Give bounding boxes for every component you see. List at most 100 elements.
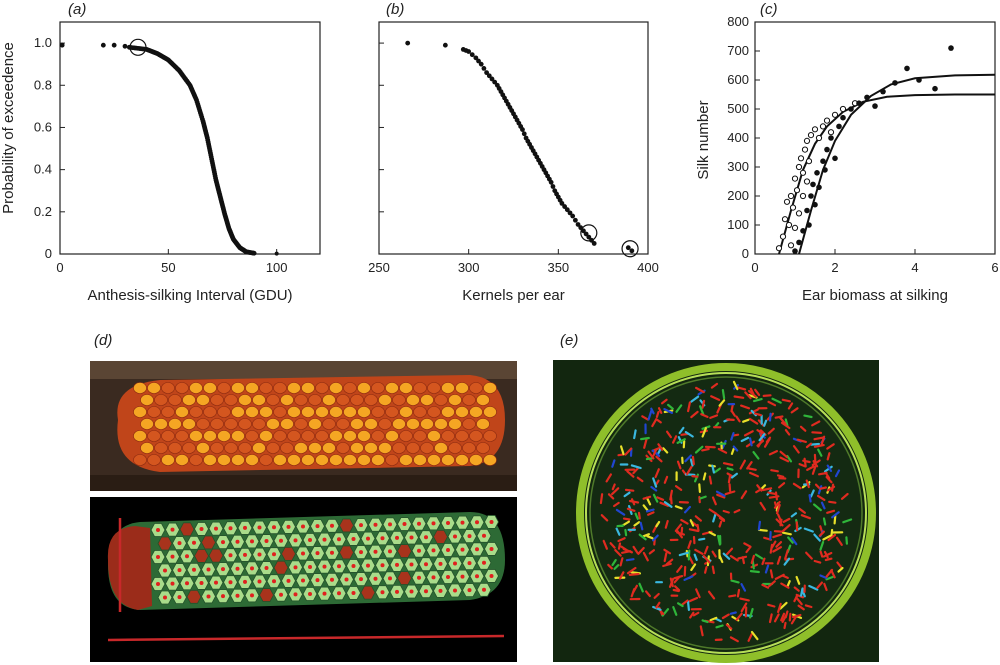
seedling: [790, 615, 798, 625]
ear-kernel: [231, 430, 245, 442]
data-point-b: [581, 228, 586, 234]
ear-kernel: [343, 430, 357, 442]
ear-kernel: [252, 442, 266, 454]
plot-frame-a: [59, 21, 321, 255]
seedling: [708, 531, 717, 537]
kernel-centroid: [467, 534, 472, 539]
seedling: [618, 571, 625, 580]
seedling: [772, 533, 783, 539]
seedling: [652, 477, 658, 488]
kernel-centroid: [373, 522, 378, 527]
kernel-centroid: [482, 533, 486, 538]
ear-kernel: [483, 430, 497, 442]
kernel-centroid: [293, 565, 298, 570]
ear-kernel: [357, 430, 371, 442]
seedling: [655, 520, 661, 528]
seedling: [811, 459, 821, 467]
highlight-circle-b: [621, 240, 639, 258]
seedling: [787, 402, 794, 410]
seedling: [845, 536, 849, 545]
seedling: [689, 611, 695, 619]
seedling: [647, 450, 655, 460]
kernel-centroid: [330, 550, 334, 555]
data-point-b: [591, 241, 597, 246]
ear-kernel: [322, 442, 336, 454]
seedling: [826, 443, 835, 450]
data-point-a: [122, 43, 128, 49]
seedling: [812, 503, 822, 512]
kernel-centroid: [272, 525, 276, 530]
seedling: [756, 484, 763, 492]
seedling: [726, 467, 734, 471]
seedling: [824, 557, 833, 562]
seedling: [798, 463, 807, 468]
seedling: [813, 559, 822, 564]
kernel-centroid: [446, 521, 450, 525]
seedling: [684, 454, 693, 463]
ear-kernel: [280, 418, 294, 430]
seedling: [674, 505, 683, 510]
seedling: [747, 633, 753, 642]
seedling: [701, 427, 708, 438]
ear-kernel: [483, 454, 497, 466]
ear-kernel: [315, 430, 329, 442]
seedling: [655, 601, 661, 609]
kernel-centroid: [250, 566, 254, 571]
seedling: [612, 501, 620, 508]
seedling: [730, 432, 735, 441]
ear-kernel: [147, 454, 161, 466]
ear-kernel: [413, 382, 427, 394]
ear-kernel: [147, 430, 161, 442]
kernel-centroid: [243, 552, 247, 557]
ear-kernel: [140, 394, 154, 406]
seedling: [718, 399, 726, 407]
ear-kernel: [427, 454, 441, 466]
kernel-centroid: [272, 552, 276, 557]
seedling: [748, 408, 759, 415]
data-point-b: [564, 207, 570, 213]
seedling: [740, 602, 748, 613]
ear-kernel: [378, 418, 392, 430]
ear-kernel: [469, 454, 483, 466]
seedling: [842, 518, 853, 524]
seedling: [659, 501, 670, 507]
ear-kernel: [448, 418, 462, 430]
ear-kernel: [196, 418, 210, 430]
seedling: [746, 461, 753, 470]
ear-kernel: [203, 454, 217, 466]
x-tick-label-c: 0: [751, 260, 758, 275]
kernel-centroid: [214, 526, 218, 531]
ear-kernel: [287, 382, 301, 394]
x-tick-label-a: 100: [266, 260, 288, 275]
seedling: [652, 493, 659, 503]
ear-kernel: [343, 382, 357, 394]
seedling: [698, 537, 706, 541]
ear-kernel: [245, 406, 259, 418]
seedling: [776, 602, 782, 614]
ear-kernel: [245, 382, 259, 394]
ear-kernel: [147, 382, 161, 394]
kernel-centroid: [489, 519, 494, 524]
seedling: [647, 409, 653, 421]
seedling: [607, 493, 615, 500]
seedling: [736, 588, 741, 598]
filled-point-c: [892, 80, 898, 86]
kernel-centroid: [177, 541, 182, 546]
filled-point-c: [916, 77, 922, 83]
ear-kernel: [182, 442, 196, 454]
seedling: [600, 514, 609, 522]
segmented-kernel: [194, 549, 209, 563]
data-point-a: [274, 251, 279, 256]
ear-kernel: [266, 394, 280, 406]
kernel-centroid: [388, 549, 392, 554]
data-point-b: [492, 79, 498, 85]
ear-kernel: [455, 454, 469, 466]
kernel-centroid: [460, 547, 465, 552]
seedling: [770, 540, 777, 549]
y-tick-label-a: 0.4: [34, 162, 52, 177]
filled-point-c: [804, 207, 810, 214]
seedling: [669, 577, 674, 588]
ear-kernel: [308, 442, 322, 454]
open-point-c: [807, 132, 815, 139]
seedling: [834, 469, 841, 478]
